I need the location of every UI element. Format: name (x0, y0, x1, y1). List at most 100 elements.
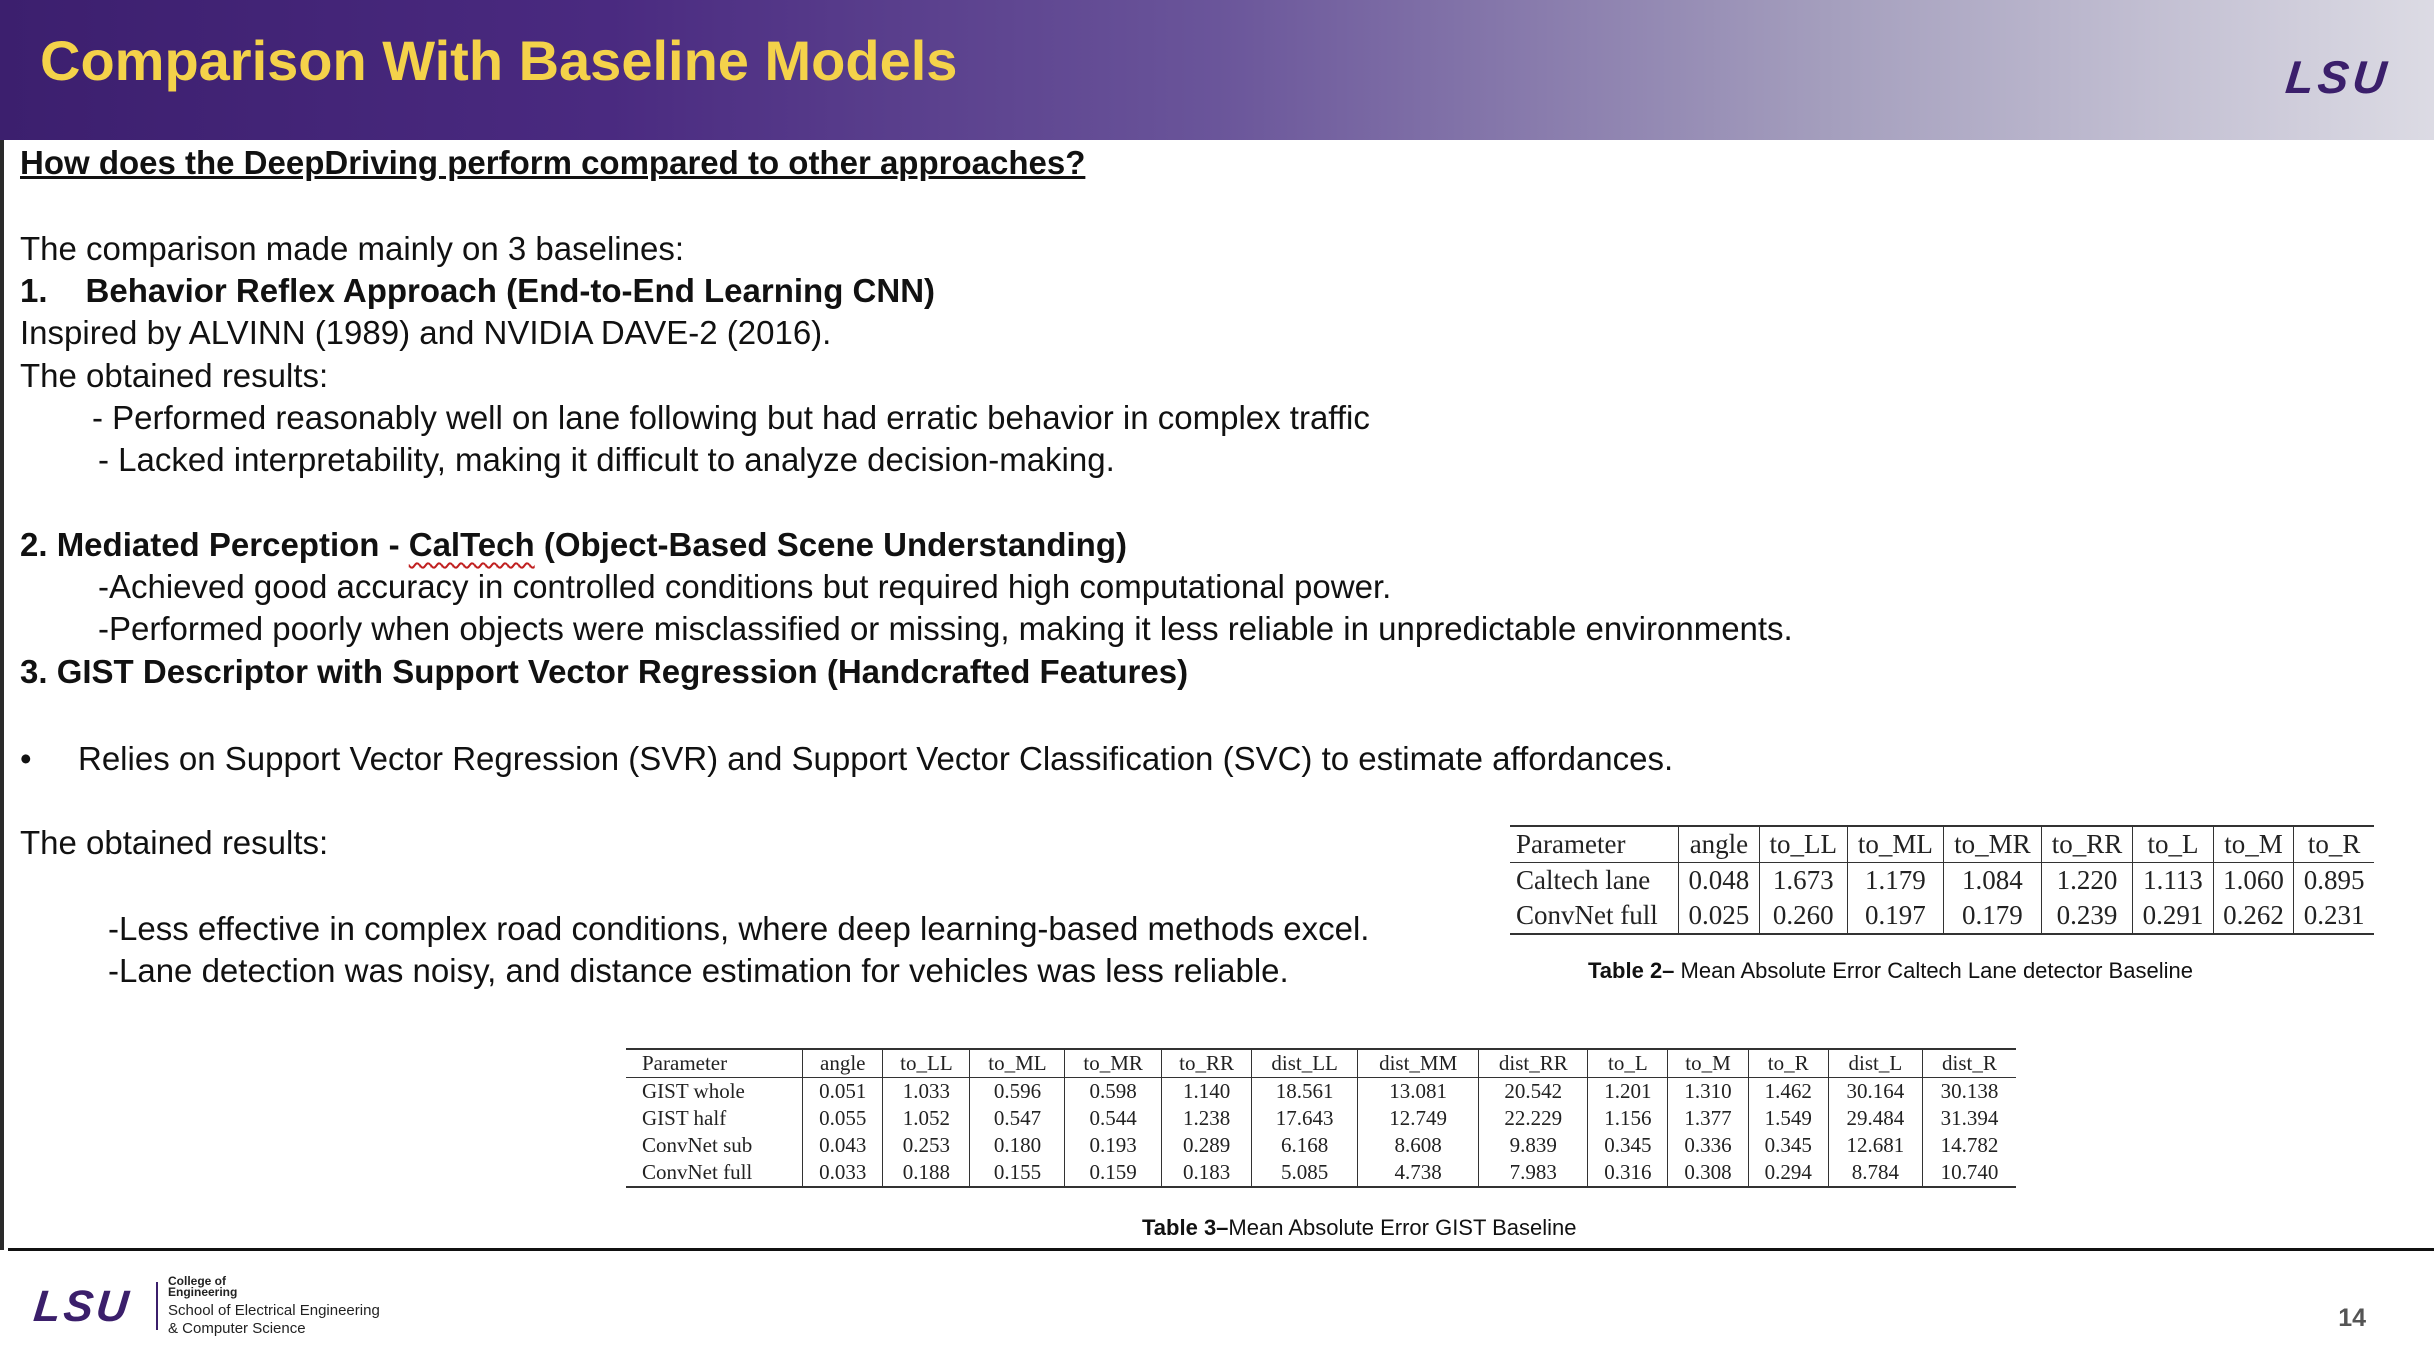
footer-school: School of Electrical Engineering & Comput… (168, 1302, 380, 1337)
table-cell: 0.308 (1667, 1159, 1749, 1188)
table-row: ConvNet full 0.033 0.188 0.155 0.159 0.183 5.0… (626, 1159, 2016, 1188)
table-header-cell: to_L (2132, 825, 2214, 863)
table-header-cell: to_M (1667, 1048, 1749, 1078)
baseline-3-bullet: Relies on Support Vector Regression (SVR… (78, 740, 1674, 777)
table-3-caption: Table 3–Mean Absolute Error GIST Baselin… (1142, 1215, 1577, 1240)
table-cell: 4.738 (1356, 1159, 1479, 1188)
slide-header: Comparison With Baseline Models LSU (0, 0, 2434, 140)
lsu-logo: LSU (2283, 51, 2393, 103)
table-cell: 0.294 (1747, 1159, 1829, 1188)
table-header-cell: angle (1678, 825, 1760, 863)
table-cell: 1.549 (1747, 1105, 1829, 1132)
table-cell: 0.043 (802, 1132, 883, 1159)
table-cell: 1.462 (1747, 1077, 1829, 1105)
table-2-caption: Table 2– Mean Absolute Error Caltech Lan… (1588, 958, 2193, 983)
table-cell: 1.113 (2132, 862, 2214, 898)
table-3: Parameter angle to_LL to_ML to_MR to_RR dist_L… (626, 1048, 2016, 1188)
table-cell: 0.159 (1064, 1159, 1162, 1188)
table-cell: 0.155 (969, 1159, 1065, 1188)
footer-lsu-logo: LSU (31, 1282, 134, 1331)
table-cell: 1.673 (1758, 862, 1848, 898)
table-cell: 0.239 (2040, 898, 2133, 935)
table-cell: GIST whole (642, 1079, 745, 1103)
table-cell: 0.197 (1846, 898, 1944, 935)
baseline-2-title: 2. Mediated Perception - CalTech (Object… (20, 526, 1127, 563)
intro-text: The comparison made mainly on 3 baseline… (20, 230, 685, 267)
table-header-cell: dist_MM (1356, 1048, 1479, 1078)
table-header-row: Parameter angle to_LL to_ML to_MR to_RR to_L to… (1510, 825, 2374, 863)
table-cell: 0.180 (969, 1132, 1065, 1159)
table-cell: 12.749 (1356, 1105, 1479, 1132)
slide-title: Comparison With Baseline Models (40, 29, 958, 92)
table-header-cell: to_LL (882, 1048, 970, 1078)
table-cell: 0.598 (1064, 1077, 1162, 1105)
table-cell: 1.084 (1942, 862, 2042, 898)
table-cell: 18.561 (1251, 1077, 1358, 1105)
table-header-cell: to_RR (2040, 825, 2133, 863)
table-cell: 1.179 (1846, 862, 1944, 898)
table-cell: 0.253 (882, 1132, 970, 1159)
table-header-cell: to_R (1747, 1048, 1829, 1078)
table-row: ConvNet full 0.025 0.260 0.197 0.179 0.239 0.2… (1510, 898, 2374, 935)
table-cell: 17.643 (1251, 1105, 1358, 1132)
table-cell: 7.983 (1478, 1159, 1588, 1188)
table-cell: 0.336 (1667, 1132, 1749, 1159)
table-row: ConvNet sub 0.043 0.253 0.180 0.193 0.289 6.16… (626, 1132, 2016, 1159)
table-cell: 0.188 (882, 1159, 970, 1188)
spell-check-word: CalTech (408, 526, 535, 563)
table-cell: 1.201 (1587, 1077, 1668, 1105)
table-header-cell: to_R (2293, 825, 2374, 863)
table-cell: 0.596 (969, 1077, 1065, 1105)
table-cell: 0.231 (2293, 898, 2374, 935)
table-cell: 1.140 (1160, 1077, 1252, 1105)
table-cell: 0.316 (1587, 1159, 1668, 1188)
table-header-cell: to_RR (1160, 1048, 1252, 1078)
table-cell: 0.345 (1587, 1132, 1668, 1159)
table-cell: 6.168 (1251, 1132, 1358, 1159)
table-cell: 0.895 (2293, 862, 2374, 898)
table-cell: 0.547 (969, 1105, 1065, 1132)
section-question: How does the DeepDriving perform compare… (20, 144, 1086, 181)
table-cell: 8.608 (1356, 1132, 1479, 1159)
table-cell: 1.220 (2040, 862, 2133, 898)
table-cell: 1.052 (882, 1105, 970, 1132)
table-header-cell: angle (802, 1048, 883, 1078)
bullet-icon: • (20, 740, 32, 777)
table-cell: 31.394 (1921, 1105, 2016, 1132)
table-cell: 0.262 (2212, 898, 2294, 935)
baseline-1-result-2: - Lacked interpretability, making it dif… (98, 441, 1115, 478)
table-header-cell: to_ML (969, 1048, 1065, 1078)
baseline-3-results-label: The obtained results: (20, 824, 329, 861)
table-header-cell: dist_L (1827, 1048, 1923, 1078)
table-cell: 0.544 (1064, 1105, 1162, 1132)
table-cell: 1.310 (1667, 1077, 1749, 1105)
table-cell: 5.085 (1251, 1159, 1358, 1188)
table-header-cell: dist_RR (1478, 1048, 1588, 1078)
table-cell: 0.260 (1758, 898, 1848, 935)
table-cell: 0.055 (802, 1105, 883, 1132)
footer-separator (156, 1282, 158, 1330)
page-number: 14 (2338, 1304, 2366, 1332)
table-header-cell: Parameter (626, 1048, 803, 1078)
table-header-cell: to_MR (1942, 825, 2042, 863)
table-2: Parameter angle to_LL to_ML to_MR to_RR to_L to… (1510, 825, 2374, 935)
table-cell: ConvNet full (1510, 898, 1679, 935)
table-header-cell: to_LL (1758, 825, 1848, 863)
table-cell: 1.060 (2212, 862, 2294, 898)
baseline-1-title: 1. Behavior Reflex Approach (End-to-End L… (20, 272, 936, 309)
table-cell: 0.179 (1942, 898, 2042, 935)
table-header-cell: to_M (2212, 825, 2294, 863)
baseline-1-results-label: The obtained results: (20, 357, 329, 394)
table-cell: 1.377 (1667, 1105, 1749, 1132)
table-cell: ConvNet full (626, 1159, 803, 1188)
table-row: GIST whole 0.051 1.033 0.596 0.598 1.140 18.56… (626, 1077, 2016, 1105)
table-cell: 13.081 (1356, 1077, 1479, 1105)
baseline-2-result-1: -Achieved good accuracy in controlled co… (98, 568, 1392, 605)
footer-college: College of Engineering (168, 1274, 238, 1299)
baseline-3-result-1: -Less effective in complex road conditio… (108, 910, 1370, 947)
table-cell: 0.033 (802, 1159, 883, 1188)
left-divider (0, 140, 4, 1250)
table-cell: Caltech lane (1516, 865, 1651, 895)
table-cell: 9.839 (1478, 1132, 1588, 1159)
table-header-cell: to_MR (1064, 1048, 1162, 1078)
